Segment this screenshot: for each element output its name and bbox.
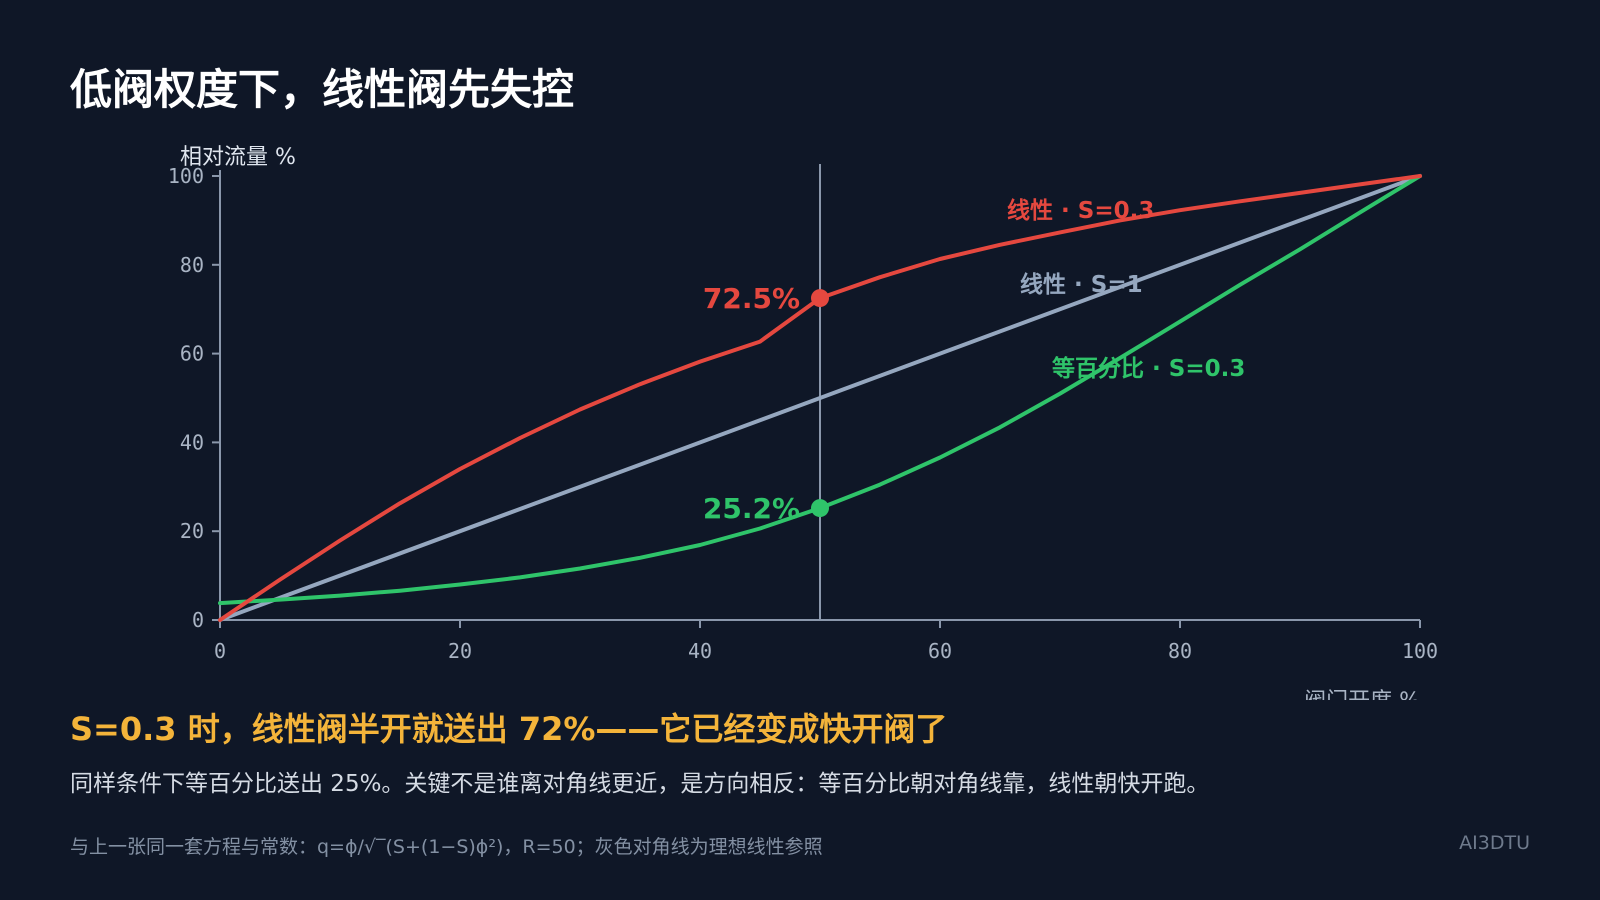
annotation-label: 72.5% [703, 282, 800, 315]
y-axis-label: 相对流量 % [180, 145, 296, 170]
x-tick-label: 40 [688, 639, 712, 663]
page-title: 低阀权度下，线性阀先失控 [70, 65, 575, 114]
x-tick-label: 80 [1168, 639, 1192, 663]
subline: 同样条件下等百分比送出 25%。关键不是谁离对角线更近，是方向相反：等百分比朝对… [70, 771, 1210, 797]
x-tick-label: 0 [214, 639, 226, 663]
y-tick-label: 100 [168, 164, 204, 188]
annotation-point [811, 499, 829, 518]
annotation-point [811, 289, 829, 308]
y-tick-label: 20 [180, 519, 204, 543]
x-axis-label: 阀门开度 % [1304, 689, 1420, 700]
series-label: 线性 · S=1 [1020, 271, 1143, 298]
x-tick-label: 100 [1402, 639, 1438, 663]
footnote: 与上一张同一套方程与常数：q=ϕ/√‾(S+(1−S)ϕ²)，R=50；灰色对角… [70, 836, 823, 858]
y-tick-label: 80 [180, 253, 204, 277]
y-tick-label: 40 [180, 430, 204, 454]
brand-mark: AI3DTU [1459, 832, 1530, 854]
y-tick-label: 60 [180, 342, 204, 366]
series-label: 线性 · S=0.3 [1007, 197, 1154, 224]
y-tick-label: 0 [192, 608, 204, 632]
annotation-label: 25.2% [703, 492, 800, 525]
x-tick-label: 20 [448, 639, 472, 663]
x-tick-label: 60 [928, 639, 952, 663]
headline: S=0.3 时，线性阀半开就送出 72%——它已经变成快开阀了 [70, 710, 948, 748]
series-line [218, 174, 1422, 622]
series-label: 等百分比 · S=0.3 [1052, 355, 1245, 382]
